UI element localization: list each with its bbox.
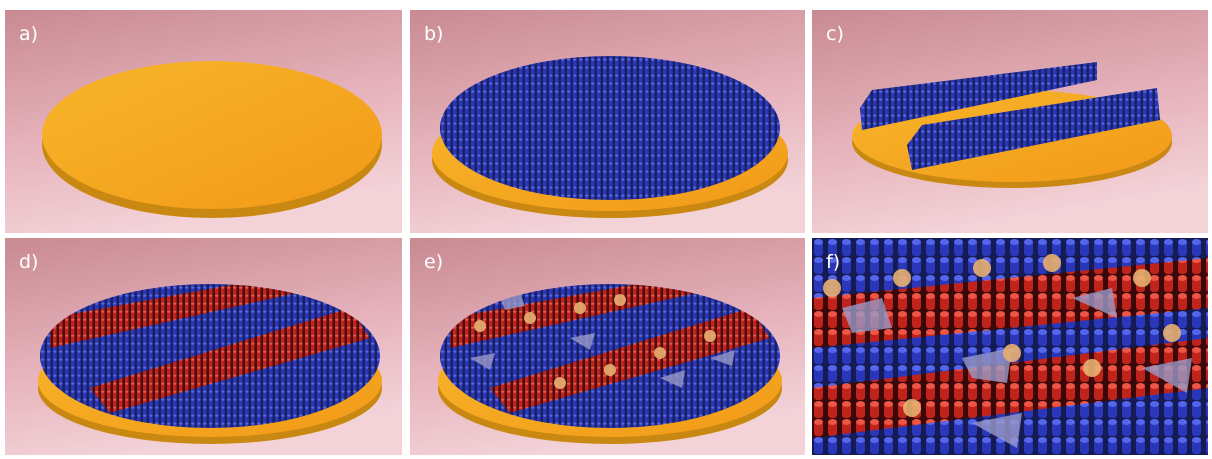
panel-d: d) <box>5 238 410 458</box>
page: a) b) c) d) <box>0 0 1212 459</box>
panel-label: e) <box>424 251 443 273</box>
panel-c: c) <box>812 10 1208 233</box>
figure: a) b) c) d) <box>0 0 1212 459</box>
panel-f: f) <box>812 238 1208 455</box>
panel-label: f) <box>826 251 840 273</box>
panel-label: b) <box>424 23 443 45</box>
panel-label: a) <box>19 23 38 45</box>
panel-b: b) <box>410 10 805 233</box>
panel-e: e) <box>410 238 810 458</box>
panel-label: d) <box>19 251 38 273</box>
panel-a: a) <box>5 10 402 233</box>
panel-label: c) <box>826 23 844 45</box>
